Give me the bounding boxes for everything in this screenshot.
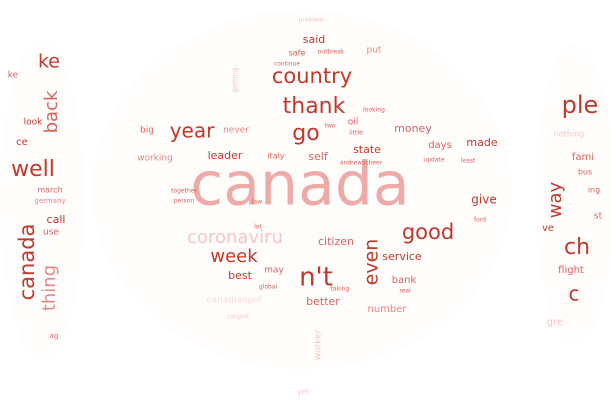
word-well-10: well [11,157,55,182]
word-c-18: c [569,282,580,306]
word-way-15: way [545,181,566,218]
word-andrewscheer-66: andrewscheer [340,160,383,167]
word-big-39: big [140,126,154,136]
word-n-t-6: n't [299,263,333,293]
word-update-64: update [423,157,444,164]
word-use-37: use [43,228,59,238]
word-fami-49: fami [572,152,594,163]
word-never-38: never [223,126,249,136]
word-look-45: look [24,118,44,128]
word-nothing-52: nothing [554,130,585,139]
word-flight-51: flight [558,265,584,276]
word-ke-14: ke [38,51,60,73]
word-italy-22: italy [267,152,284,161]
word-better-32: better [306,295,340,308]
mask-lobe-2 [92,10,512,370]
word-number-33: number [367,304,407,315]
word-yet-44: yet [297,388,308,396]
word-call-36: call [47,213,66,226]
word-year-3: year [170,119,215,143]
word-safe-20: safe [289,49,306,58]
word-said-19: said [303,33,326,46]
word-citizen-29: citizen [318,235,354,248]
word-together-63: together [171,188,197,195]
mask-lobe-3 [535,45,611,345]
mask-lobe-1 [0,40,84,360]
word-put-42: put [367,46,382,56]
word-worker-43: worker [314,329,324,360]
word-problem-56: problem [299,17,324,24]
word-person-62: person [174,198,195,205]
word-looking-69: looking [363,107,385,114]
word-getting-55: getting [231,67,239,92]
word-ford-70: ford [474,217,486,224]
word-ing-76: ing [588,186,600,195]
word-leader-21: leader [208,149,243,162]
word-money-25: money [394,122,432,135]
word-state-24: state [353,143,381,156]
word-week-7: week [210,246,258,267]
word-thing-12: thing [39,265,60,311]
word-little-68: little [349,130,363,137]
word-law-72: law [252,199,262,206]
word-give-28: give [471,193,496,207]
word-self-23: self [308,150,329,163]
word-canada-0: canada [190,150,409,220]
word-bank-31: bank [392,275,417,286]
word-even-8: even [361,239,383,286]
word-good-5: good [402,220,454,244]
word-ch-17: ch [564,235,590,260]
word-days-27: days [428,140,452,151]
word-thank-2: thank [283,94,346,119]
word-canada-13: canada [15,224,39,301]
word-germany-47: germany [34,197,65,205]
word-ag-77: ag [50,332,59,340]
word-real-60: real [399,288,411,295]
word-lot-73: lot [254,224,262,231]
word-global-59: global [259,284,278,291]
word-cdnpoli-74: cdnpoli [227,314,249,321]
word-country-1: country [272,64,352,88]
word-st-54: st [594,212,603,222]
word-working-40: working [137,154,173,164]
word-ve-75: ve [542,223,554,234]
word-gre-53: gre [547,317,563,328]
word-ke-78: ke [8,71,19,81]
word-continue-57: continue [274,61,300,68]
word-taking-61: taking [331,286,350,293]
word-best-34: best [228,269,252,282]
word-made-26: made [466,136,497,149]
word-coronaviru-9: coronaviru [187,227,283,248]
word-two-67: two [325,123,336,130]
word-bus-50: bus [578,168,592,177]
word-ce-48: ce [16,137,28,148]
word-may-35: may [264,266,284,276]
word-go-4: go [292,121,319,146]
word-march-46: march [37,186,62,195]
word-outbreak-58: outbreak [318,49,345,56]
word-back-11: back [41,90,62,133]
word-oil-41: oil [348,118,359,128]
word-service-30: service [382,250,422,263]
word-least-65: least [461,158,476,165]
word-ple-16: ple [562,91,599,119]
word-canadianpol-71: canadianpol [207,296,262,306]
